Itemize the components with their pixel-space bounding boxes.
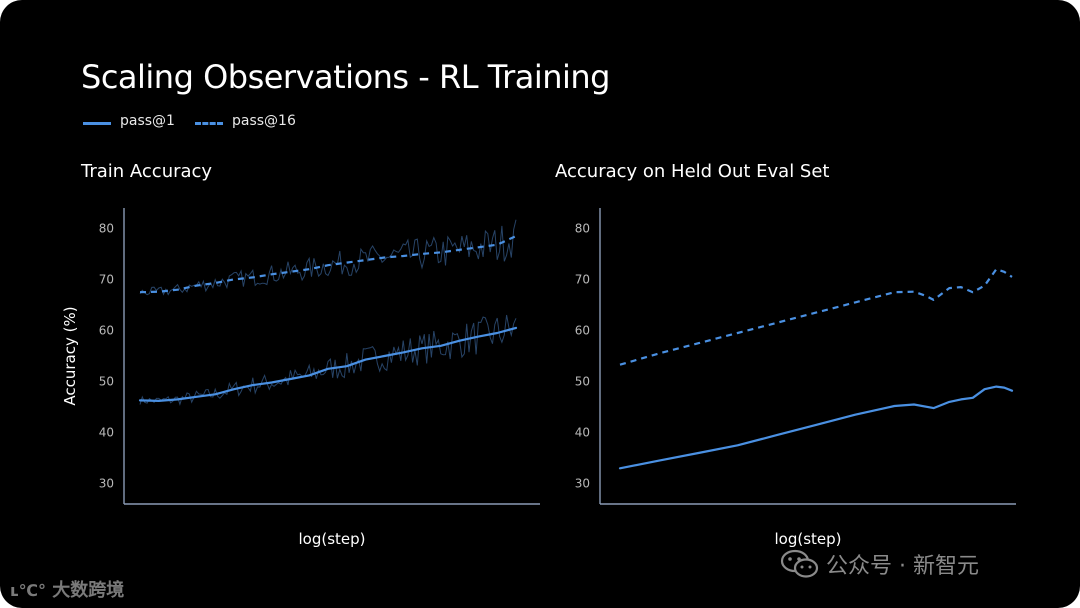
legend-dashed-swatch bbox=[195, 122, 223, 125]
eval-accuracy-title: Accuracy on Held Out Eval Set bbox=[555, 161, 830, 182]
raw-trace-0-0 bbox=[139, 314, 517, 406]
watermark-left-text: 大数跨境 bbox=[52, 580, 125, 601]
y-tick-label-0-80: 80 bbox=[99, 221, 114, 235]
legend-label-pass1: pass@1 bbox=[120, 113, 175, 129]
series-line-0-pass-16 bbox=[139, 235, 517, 294]
y-tick-label-0-40: 40 bbox=[99, 426, 114, 440]
y-tick-label-0-50: 50 bbox=[99, 375, 114, 389]
y-tick-label-0-70: 70 bbox=[99, 272, 114, 286]
series-line-1-pass-16 bbox=[619, 268, 1013, 366]
x-axis-title-0: log(step) bbox=[298, 530, 365, 548]
train-accuracy-title: Train Accuracy bbox=[81, 161, 213, 182]
y-tick-label-1-80: 80 bbox=[575, 221, 590, 235]
series-line-1-pass-1 bbox=[618, 385, 1014, 470]
y-tick-label-0-60: 60 bbox=[99, 323, 114, 337]
watermark-left: ʟ℃° 大数跨境 bbox=[10, 576, 124, 602]
watermark-logo-icon: ʟ℃° bbox=[10, 581, 46, 600]
legend-label-pass16: pass@16 bbox=[232, 113, 296, 129]
y-tick-label-1-70: 70 bbox=[575, 272, 590, 286]
y-tick-label-1-40: 40 bbox=[575, 426, 590, 440]
watermark-right: 公众号 · 新智元 bbox=[780, 548, 979, 586]
raw-trace-0-1 bbox=[139, 219, 517, 296]
y-tick-label-1-60: 60 bbox=[575, 323, 590, 337]
legend-solid-swatch bbox=[83, 122, 111, 125]
y-axis-title-0: Accuracy (%) bbox=[61, 306, 79, 405]
slide-title: Scaling Observations - RL Training bbox=[81, 58, 610, 96]
x-axis-title-1: log(step) bbox=[774, 530, 841, 548]
watermark-right-text: 公众号 · 新智元 bbox=[826, 554, 979, 579]
series-line-0-pass-1 bbox=[138, 326, 518, 402]
y-tick-label-1-50: 50 bbox=[575, 375, 590, 389]
y-tick-label-1-30: 30 bbox=[575, 477, 590, 491]
wechat-icon bbox=[780, 548, 820, 586]
y-tick-label-0-30: 30 bbox=[99, 477, 114, 491]
